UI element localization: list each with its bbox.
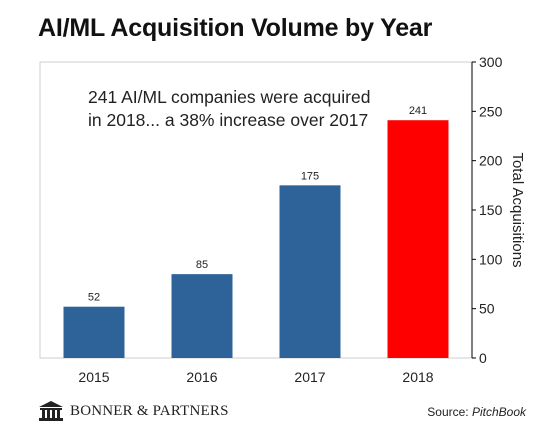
data-label-2016: 85 (196, 259, 208, 271)
data-label-2018: 241 (409, 105, 427, 117)
annotation-line: 241 AI/ML companies were acquired (88, 87, 371, 107)
x-tick-label: 2018 (402, 369, 433, 385)
source-label: Source: (427, 405, 472, 419)
bar-2016 (171, 274, 233, 358)
annotation-line: in 2018... a 38% increase over 2017 (88, 110, 369, 130)
y-tick-label: 100 (479, 251, 503, 267)
y-tick-label: 250 (479, 103, 503, 119)
bar-2015 (63, 306, 125, 358)
bar-2018 (387, 120, 449, 358)
y-axis-label: Total Acquisitions (509, 152, 526, 267)
data-label-2017: 175 (301, 170, 319, 182)
chart-title: AI/ML Acquisition Volume by Year (38, 14, 433, 42)
x-tick-label: 2017 (294, 369, 325, 385)
source-credit: Source: PitchBook (427, 405, 526, 419)
x-tick-label: 2015 (78, 369, 109, 385)
data-label-2015: 52 (88, 292, 100, 304)
y-tick-label: 0 (479, 350, 487, 366)
source-name: PitchBook (471, 405, 526, 419)
building-columns-icon (39, 401, 63, 421)
value-labels-group: 52 85 175 241 (88, 105, 427, 303)
brand-logo: BONNER & PARTNERS (38, 400, 229, 422)
chart-annotation: 241 AI/ML companies were acquired in 201… (88, 86, 370, 132)
bars-group (63, 120, 449, 358)
y-tick-labels-group: 0 50 100 150 200 250 300 (472, 54, 503, 366)
y-tick-label: 300 (479, 54, 503, 70)
bar-2017 (279, 185, 341, 358)
brand-name: BONNER & PARTNERS (70, 402, 229, 419)
x-tick-label: 2016 (186, 369, 217, 385)
y-tick-label: 50 (479, 301, 495, 317)
x-tick-labels-group: 2015 2016 2017 2018 (78, 369, 433, 385)
y-tick-label: 150 (479, 202, 503, 218)
y-tick-label: 200 (479, 153, 503, 169)
